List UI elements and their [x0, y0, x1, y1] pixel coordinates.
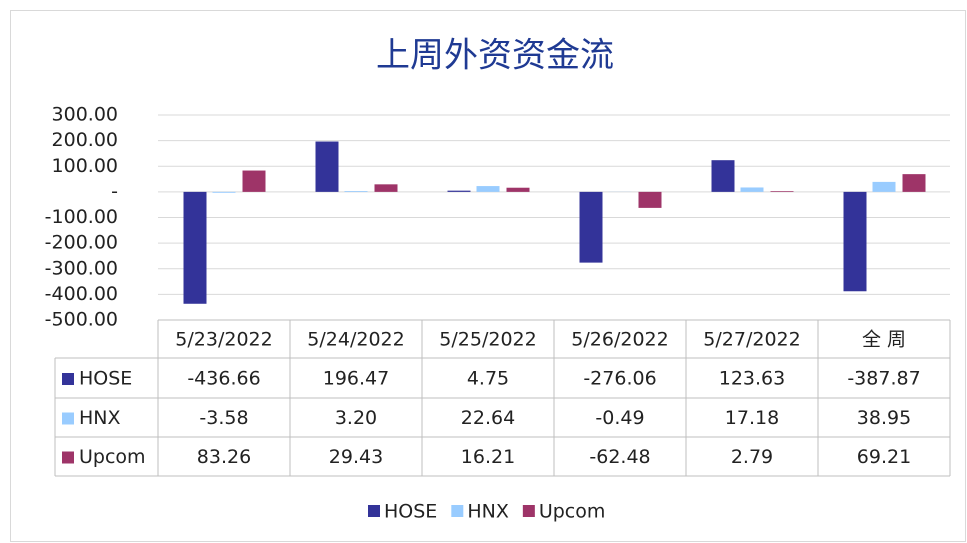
y-tick-label: -500.00	[45, 309, 118, 331]
table-row-label: Upcom	[79, 446, 146, 468]
bar	[711, 160, 735, 192]
y-tick-label: 200.00	[52, 129, 118, 151]
y-tick-label: 300.00	[52, 104, 118, 126]
table-value: -62.48	[589, 446, 650, 468]
table-legend-swatch	[62, 412, 74, 425]
table-value: -3.58	[199, 407, 248, 429]
table-legend-swatch	[62, 451, 74, 464]
bar	[506, 187, 530, 192]
bar	[843, 191, 867, 292]
bar	[638, 191, 662, 208]
legend-label: HOSE	[384, 501, 437, 523]
bar	[476, 186, 500, 192]
y-tick-label: -300.00	[45, 257, 118, 279]
table-row-label: HNX	[79, 407, 121, 429]
bar	[242, 170, 266, 192]
y-tick-label: 100.00	[52, 155, 118, 177]
bar	[902, 174, 926, 192]
bar	[374, 184, 398, 192]
legend-swatch	[368, 505, 380, 517]
table-value: 22.64	[461, 407, 515, 429]
bar	[315, 141, 339, 192]
legend-swatch	[522, 505, 535, 517]
table-value: -276.06	[583, 368, 656, 390]
y-tick-label: -400.00	[45, 283, 118, 305]
table-value: 4.75	[467, 368, 509, 390]
x-tick-label: 5/24/2022	[307, 329, 404, 351]
legend-swatch	[451, 505, 464, 517]
y-tick-label: -100.00	[45, 206, 118, 228]
y-tick-label: -200.00	[45, 232, 118, 254]
table-legend-swatch	[62, 373, 74, 385]
table-row-label: HOSE	[79, 368, 132, 390]
legend-label: HNX	[467, 501, 509, 523]
x-tick-label: 5/23/2022	[175, 329, 272, 351]
bar	[447, 190, 471, 192]
table-value: -387.87	[847, 368, 920, 390]
chart-border	[10, 10, 966, 542]
legend-label: Upcom	[539, 501, 606, 523]
bar	[872, 181, 896, 192]
x-tick-label: 全 周	[862, 329, 906, 351]
bar	[579, 191, 603, 263]
bar	[212, 191, 236, 193]
x-tick-label: 5/26/2022	[571, 329, 668, 351]
table-value: 3.20	[335, 407, 377, 429]
table-value: 196.47	[323, 368, 389, 390]
table-value: 69.21	[857, 446, 911, 468]
table-value: 29.43	[329, 446, 383, 468]
chart-title: 上周外资资金流	[376, 36, 614, 76]
bar	[344, 191, 368, 192]
table-value: -0.49	[595, 407, 644, 429]
x-tick-label: 5/27/2022	[703, 329, 800, 351]
table-value: -436.66	[187, 368, 260, 390]
bar	[770, 191, 794, 192]
bar	[740, 187, 764, 192]
y-tick-label: -	[111, 180, 118, 202]
table-value: 2.79	[731, 446, 773, 468]
table-value: 17.18	[725, 407, 779, 429]
table-value: 38.95	[857, 407, 911, 429]
table-value: 16.21	[461, 446, 515, 468]
bar	[183, 191, 207, 304]
x-tick-label: 5/25/2022	[439, 329, 536, 351]
table-value: 123.63	[719, 368, 785, 390]
table-value: 83.26	[197, 446, 251, 468]
